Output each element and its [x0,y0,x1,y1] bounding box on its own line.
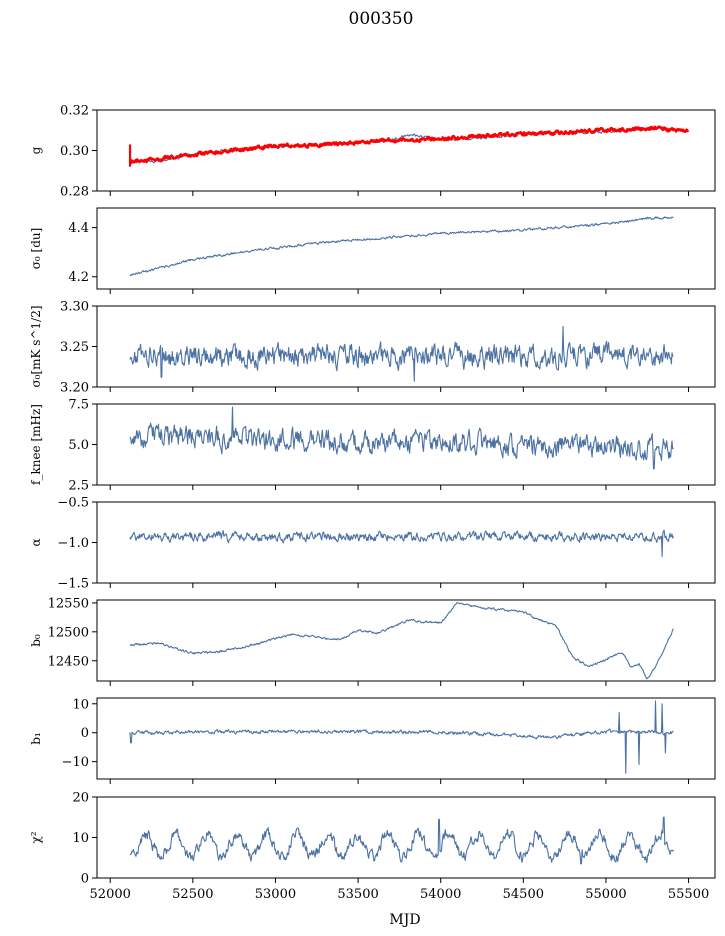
ytick-label-alpha-0: −1.5 [57,577,89,592]
ylabel-chi2: χ² [29,831,43,843]
ytick-label-sigma0-0: 4.2 [68,270,89,285]
xtick-label-6: 55000 [585,887,626,902]
series-g-0 [129,126,674,165]
axes-frame-b0 [96,599,716,682]
axes-frame-alpha [96,501,716,584]
ytick-label-alpha-1: −1.0 [57,536,89,551]
ylabel-g: g [29,146,43,154]
series-chi2-0 [129,816,674,865]
ytick-label-alpha-2: −0.5 [57,496,89,511]
ytick-label-sigma0-1: 4.4 [68,221,89,236]
ylabel-b0: b₀ [29,634,43,647]
ytick-label-b1-1: 0 [81,726,89,741]
axes-frame-fknee [96,403,716,486]
ytick-label-chi2-1: 10 [72,831,89,846]
ytick-label-fknee-0: 2.5 [68,479,89,494]
ytick-label-sigma0_mk-1: 3.25 [60,340,89,355]
panel-b1: −10 0 10 b₁ [29,697,716,784]
axes-frame-chi2 [96,796,716,879]
panel-sigma0: 4.2 4.4 σ₀ [du] [29,207,716,294]
panels: 0.28 0.30 0.32 g 4.2 4.4 σ₀ [du] 3.20 3.25 3.30 σ₀… [29,104,716,902]
ytick-label-b1-0: −10 [62,755,89,770]
x-axis-label: MJD [389,912,420,928]
ylabel-fknee: f_knee [mHz] [29,404,43,485]
ytick-label-chi2-2: 20 [72,791,89,806]
series-sigma0-0 [129,216,674,277]
ytick-label-g-2: 0.32 [60,104,89,119]
figure-title: 000350 [349,9,414,29]
ylabel-sigma0: σ₀ [du] [29,228,43,270]
series-b1-0 [129,700,674,774]
axes-frame-b1 [96,697,716,780]
ytick-label-fknee-2: 7.5 [68,398,89,413]
xtick-label-2: 53000 [255,887,296,902]
ytick-label-b0-2: 12550 [48,596,89,611]
ytick-label-sigma0_mk-0: 3.20 [60,381,89,396]
panel-chi2: 0 10 20 χ² [29,791,716,887]
ylabel-b1: b₁ [29,732,43,745]
axes-frame-sigma0 [96,207,716,290]
panel-alpha: −1.5 −1.0 −0.5 α [29,496,716,592]
panel-sigma0_mk: 3.20 3.25 3.30 σ₀[mK s^1/2] [29,300,716,396]
panel-fknee: 2.5 5.0 7.5 f_knee [mHz] [29,398,716,494]
xtick-label-5: 54500 [503,887,544,902]
series-alpha-0 [129,529,674,557]
axes-frame-g [96,109,716,192]
panel-g: 0.28 0.30 0.32 g [29,104,716,200]
panel-b0: 12450 12500 12550 b₀ [29,596,716,686]
series-g-1 [128,125,690,164]
ytick-label-b0-0: 12450 [48,654,89,669]
ytick-label-g-1: 0.30 [60,144,89,159]
series-b0-0 [129,602,674,680]
ylabel-sigma0_mk: σ₀[mK s^1/2] [29,305,43,387]
xtick-label-7: 55500 [668,887,709,902]
xtick-label-3: 53500 [337,887,378,902]
ytick-label-sigma0_mk-2: 3.30 [60,300,89,315]
xtick-label-0: 52000 [90,887,131,902]
ylabel-alpha: α [29,538,43,546]
series-fknee-0 [129,406,674,470]
series-sigma0_mk-0 [129,325,674,382]
ytick-label-b0-1: 12500 [48,625,89,640]
xtick-label-4: 54000 [420,887,461,902]
xtick-label-1: 52500 [172,887,213,902]
ytick-label-g-0: 0.28 [60,185,89,200]
ytick-label-fknee-1: 5.0 [68,438,89,453]
axes-frame-sigma0_mk [96,305,716,388]
ytick-label-b1-2: 10 [72,697,89,712]
ytick-label-chi2-0: 0 [81,872,89,887]
